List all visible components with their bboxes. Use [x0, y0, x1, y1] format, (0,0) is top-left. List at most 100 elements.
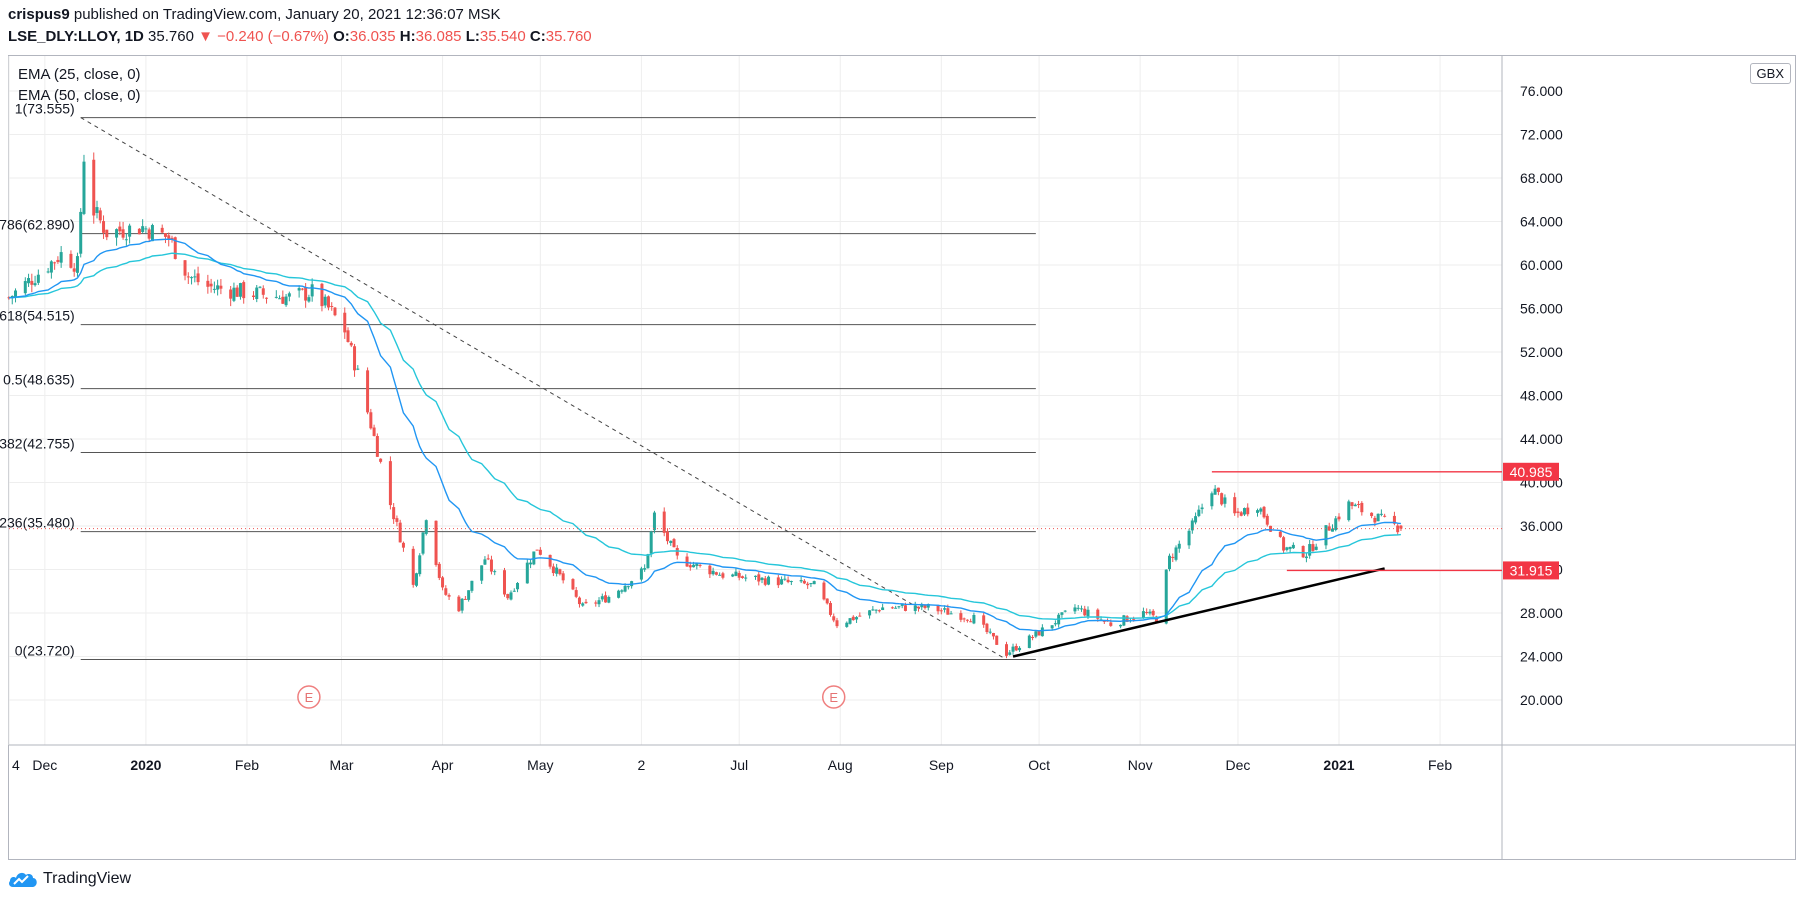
candle-body	[128, 225, 132, 237]
candle	[1262, 505, 1266, 519]
candle	[463, 596, 467, 600]
candle-body	[1125, 616, 1129, 622]
candle-body	[1037, 631, 1041, 636]
candle	[483, 556, 487, 565]
candle-body	[900, 604, 904, 606]
candle	[965, 619, 969, 623]
candle	[988, 628, 992, 635]
candle	[828, 601, 832, 617]
candle-body	[242, 282, 246, 299]
candle-body	[1353, 504, 1357, 507]
candle-body	[310, 284, 314, 297]
author-name[interactable]: crispus9	[8, 6, 70, 23]
candle-body	[1216, 487, 1220, 492]
candle-body	[597, 600, 601, 605]
candle-body	[558, 569, 562, 575]
candle	[832, 613, 836, 623]
candle	[916, 606, 920, 612]
candle-body	[167, 235, 171, 239]
candle-body	[209, 283, 213, 287]
candle	[594, 600, 598, 607]
candle	[229, 285, 233, 307]
candle	[1187, 528, 1191, 549]
candle-body	[401, 542, 405, 548]
candle	[457, 595, 461, 613]
time-tick-label: Aug	[828, 757, 853, 773]
candle-body	[36, 274, 40, 283]
indicator-ema-50[interactable]: EMA (50, close, 0)	[18, 87, 141, 104]
candle-body	[356, 368, 360, 370]
candle-body	[395, 518, 399, 522]
indicator-ema-25[interactable]: EMA (25, close, 0)	[18, 66, 141, 83]
candle	[858, 612, 862, 617]
candle	[274, 290, 278, 299]
candle-body	[991, 632, 995, 637]
candle-body	[196, 273, 200, 283]
candle	[639, 566, 643, 582]
candle	[27, 273, 31, 287]
candle-body	[320, 283, 324, 307]
candle	[643, 564, 647, 572]
candle	[330, 302, 334, 311]
candle-body	[561, 573, 565, 581]
symbol-name[interactable]: LSE_DLY:LLOY, 1D	[8, 28, 144, 45]
candle-body	[437, 563, 441, 578]
candle-body	[1018, 647, 1022, 651]
candle	[1216, 487, 1220, 496]
candle	[939, 608, 943, 615]
candle-body	[284, 296, 288, 306]
candle	[137, 228, 141, 235]
candle	[163, 233, 167, 244]
candle	[1357, 500, 1361, 509]
candle	[72, 263, 76, 277]
candle	[196, 266, 200, 286]
candle-body	[144, 228, 148, 230]
candle	[809, 582, 813, 588]
candle	[780, 576, 784, 585]
candle-body	[1246, 507, 1250, 515]
candle-body	[607, 596, 611, 603]
candle	[281, 290, 285, 305]
time-tick-label: Jul	[730, 757, 748, 773]
time-tick-label: 4	[12, 757, 20, 773]
candle-body	[434, 520, 438, 565]
candle-body	[740, 576, 744, 578]
candle	[969, 618, 973, 623]
candle-body	[620, 590, 624, 592]
candle	[411, 546, 415, 588]
candle-body	[806, 583, 810, 586]
candle	[53, 261, 57, 270]
candle	[982, 612, 986, 628]
tradingview-logo[interactable]: TradingView	[8, 870, 131, 888]
candle-body	[532, 551, 536, 565]
candle-body	[1145, 611, 1149, 613]
candle-body	[258, 286, 262, 288]
candle	[1278, 530, 1282, 538]
candle	[486, 554, 490, 561]
candle	[1079, 605, 1083, 612]
candle-body	[926, 604, 930, 608]
currency-badge[interactable]: GBX	[1749, 63, 1791, 84]
candle-body	[69, 253, 73, 268]
candle-body	[1063, 610, 1067, 612]
price-change: −0.240 (−0.67%)	[217, 28, 329, 45]
candle-body	[890, 607, 894, 609]
candle	[144, 226, 148, 234]
price-tick-label: 68.000	[1520, 170, 1563, 186]
candle	[1282, 535, 1286, 554]
candle	[525, 559, 529, 584]
candle	[597, 597, 601, 608]
candle-body	[646, 554, 650, 569]
candle	[900, 604, 904, 609]
candle	[1053, 620, 1057, 627]
candle	[555, 563, 559, 577]
candle	[1308, 539, 1312, 559]
candle	[278, 295, 282, 300]
candle	[1151, 609, 1155, 618]
fib-level-label: 0.618(54.515)	[0, 308, 75, 324]
candle-body	[698, 564, 702, 566]
candle	[1063, 610, 1067, 613]
candle	[685, 553, 689, 567]
candle	[1011, 643, 1015, 655]
